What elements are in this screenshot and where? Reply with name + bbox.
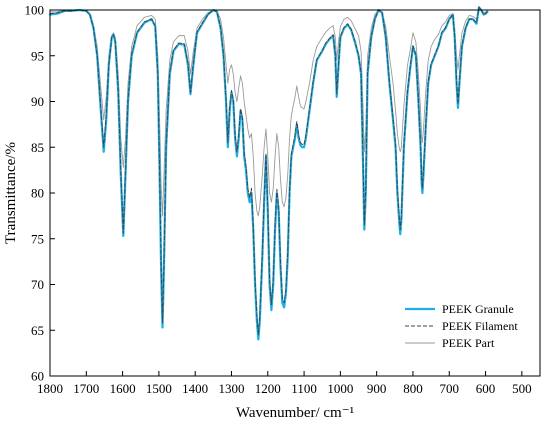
y-tick-label: 70	[31, 277, 44, 292]
legend-label: PEEK Part	[442, 336, 495, 350]
x-tick-label: 500	[512, 381, 532, 396]
x-tick-label: 1800	[37, 381, 63, 396]
y-tick-label: 100	[25, 3, 45, 18]
y-tick-label: 95	[31, 48, 44, 63]
x-tick-label: 800	[403, 381, 423, 396]
series-layer	[48, 6, 489, 341]
x-axis: 1800 1700 1600 1500 1400 1300 1200 1100 1000 900 8…	[37, 371, 532, 396]
x-tick-label: 1600	[110, 381, 136, 396]
x-tick-label: 600	[476, 381, 496, 396]
x-tick-label: 1700	[73, 381, 99, 396]
legend-label: PEEK Granule	[442, 302, 514, 316]
y-axis-label: Transmittance/%	[3, 142, 19, 244]
x-tick-label: 700	[440, 381, 460, 396]
x-tick-label: 1500	[146, 381, 172, 396]
y-tick-label: 90	[31, 94, 44, 109]
y-tick-label: 65	[31, 323, 44, 338]
y-tick-label: 60	[31, 369, 44, 384]
y-tick-label: 85	[31, 140, 44, 155]
plot-background	[50, 10, 540, 376]
y-tick-label: 75	[31, 231, 44, 246]
x-tick-label: 1100	[291, 381, 317, 396]
x-tick-label: 1300	[218, 381, 244, 396]
x-tick-label: 1000	[327, 381, 353, 396]
y-tick-label: 80	[31, 186, 44, 201]
x-axis-label: Wavenumber/ cm⁻¹	[236, 405, 354, 421]
x-tick-label: 1200	[255, 381, 281, 396]
x-tick-label: 900	[367, 381, 387, 396]
y-axis: 60 65 70 75 80 85 90 95 100	[25, 3, 55, 384]
series-line-2	[49, 6, 488, 336]
x-tick-label: 1400	[182, 381, 208, 396]
legend-label: PEEK Filament	[442, 319, 518, 333]
legend: PEEK Granule PEEK Filament PEEK Part	[405, 302, 518, 350]
